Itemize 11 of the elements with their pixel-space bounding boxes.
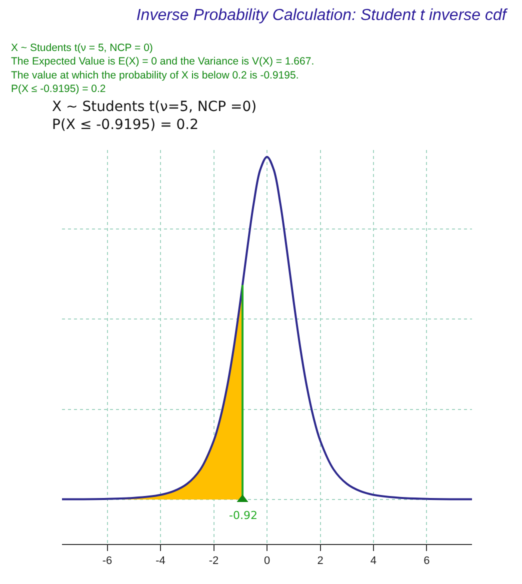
annotation: -0.92 [229,509,258,522]
chart-subtitle: X ~ Students t(ν = 5, NCP = 0) The Expected Value is E(X) = 0 and the Variance is V(X) = 1.667. The value at which the probability of X is below 0.2 is -0.9195. P(X ≤ -0.9195) = 0.2 [11,42,314,95]
text: X ~ Students t(ν=5, NCP =0) P(X ≤ -0.9195) = 0.2 [52,99,257,134]
chart-title: Inverse Probability Calculation: Student t inverse cdf [136,6,508,24]
x-tick-label: -4 [156,555,166,568]
x-tick-label: -2 [208,555,219,568]
x-tick-label: 2 [317,555,324,568]
x-tick-label: -6 [102,555,112,568]
x-tick-label: 0 [264,555,270,568]
x-tick-label: 6 [424,555,430,568]
x-tick-label: 4 [370,555,377,568]
